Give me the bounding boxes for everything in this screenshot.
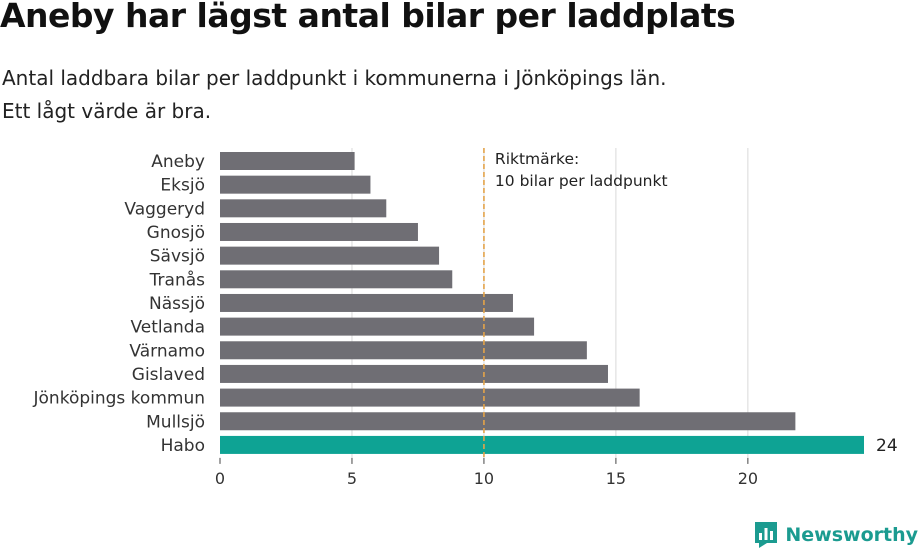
- brand-name: Newsworthy: [785, 524, 918, 546]
- category-label: Nässjö: [149, 294, 205, 314]
- bar: [220, 293, 513, 312]
- category-label: Gnosjö: [147, 223, 205, 243]
- x-tick-label: 5: [347, 469, 357, 488]
- bar: [220, 199, 387, 218]
- bar: [220, 388, 640, 407]
- reference-label-line-1: Riktmärke:: [495, 150, 579, 168]
- bar: [220, 412, 796, 431]
- bar: [220, 435, 864, 454]
- subtitle-line-2: Ett lågt värde är bra.: [2, 99, 212, 123]
- bar: [220, 222, 418, 241]
- category-label: Mullsjö: [146, 412, 205, 432]
- x-tick-label: 20: [738, 469, 758, 488]
- category-label: Gislaved: [132, 365, 205, 385]
- x-tick-label: 0: [215, 469, 225, 488]
- category-label: Värnamo: [129, 341, 205, 361]
- category-label: Habo: [161, 436, 205, 456]
- chart-title: Aneby har lägst antal bilar per laddplat…: [0, 0, 736, 35]
- bar: [220, 317, 535, 336]
- newsworthy-logo: Newsworthy: [753, 521, 918, 549]
- bar: [220, 152, 355, 170]
- bar: [220, 270, 453, 289]
- x-tick-label: 10: [474, 469, 494, 488]
- data-label: 24: [876, 436, 898, 456]
- bar: [220, 341, 587, 360]
- category-label: Jönköpings kommun: [33, 389, 205, 409]
- category-label: Sävsjö: [150, 247, 205, 267]
- reference-label-line-2: 10 bilar per laddpunkt: [495, 172, 668, 190]
- x-tick-label: 15: [606, 469, 626, 488]
- bar: [220, 175, 371, 194]
- bar-chart-logo-icon: [755, 522, 778, 548]
- category-label: Vetlanda: [130, 318, 205, 338]
- category-label: Tranås: [149, 269, 205, 290]
- category-label: Vaggeryd: [124, 199, 205, 219]
- subtitle-line-1: Antal laddbara bilar per laddpunkt i kom…: [2, 66, 667, 90]
- bar: [220, 246, 440, 265]
- bar: [220, 364, 608, 383]
- category-label: Eksjö: [160, 176, 205, 196]
- chart-subtitle: Antal laddbara bilar per laddpunkt i kom…: [2, 62, 667, 128]
- category-label: Aneby: [151, 152, 205, 172]
